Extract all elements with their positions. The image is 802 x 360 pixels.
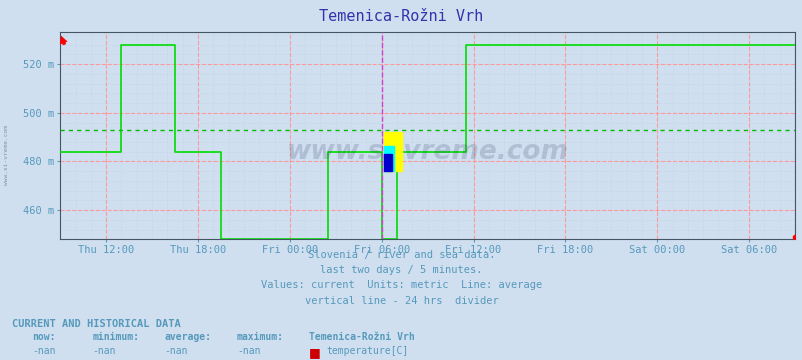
- Bar: [383, 132, 402, 171]
- Text: Slovenia / river and sea data.: Slovenia / river and sea data.: [307, 250, 495, 260]
- Text: Temenica-Rožni Vrh: Temenica-Rožni Vrh: [309, 332, 415, 342]
- Text: ■: ■: [309, 346, 321, 359]
- Text: minimum:: minimum:: [92, 332, 140, 342]
- Text: temperature[C]: temperature[C]: [326, 346, 408, 356]
- Text: -nan: -nan: [237, 346, 260, 356]
- Text: now:: now:: [32, 332, 55, 342]
- Text: -nan: -nan: [32, 346, 55, 356]
- Text: average:: average:: [164, 332, 212, 342]
- Text: Values: current  Units: metric  Line: average: Values: current Units: metric Line: aver…: [261, 280, 541, 291]
- Text: CURRENT AND HISTORICAL DATA: CURRENT AND HISTORICAL DATA: [12, 319, 180, 329]
- Bar: [383, 146, 394, 171]
- Text: vertical line - 24 hrs  divider: vertical line - 24 hrs divider: [304, 296, 498, 306]
- Text: www.si-vreme.com: www.si-vreme.com: [4, 125, 9, 185]
- Text: maximum:: maximum:: [237, 332, 284, 342]
- Text: -nan: -nan: [164, 346, 188, 356]
- Bar: [383, 154, 391, 171]
- Text: www.si-vreme.com: www.si-vreme.com: [286, 139, 568, 166]
- Text: Temenica-Rožni Vrh: Temenica-Rožni Vrh: [319, 9, 483, 24]
- Text: -nan: -nan: [92, 346, 115, 356]
- Text: last two days / 5 minutes.: last two days / 5 minutes.: [320, 265, 482, 275]
